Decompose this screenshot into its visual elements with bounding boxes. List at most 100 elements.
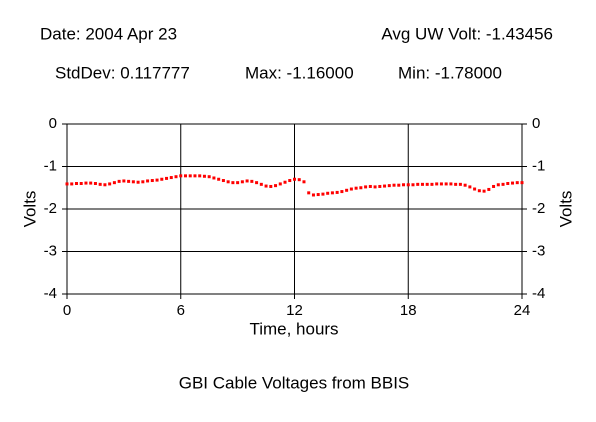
point: [174, 175, 178, 179]
point: [98, 182, 102, 186]
point: [359, 186, 363, 190]
point: [326, 191, 330, 195]
point: [321, 192, 325, 196]
point: [420, 182, 424, 186]
point: [240, 180, 244, 184]
point: [392, 183, 396, 187]
header-max: Max: -1.16000: [245, 63, 354, 82]
y2-tick-label: 0: [532, 115, 540, 132]
point: [458, 182, 462, 186]
point: [302, 180, 306, 184]
point: [378, 184, 382, 188]
point: [430, 182, 434, 186]
point: [311, 193, 315, 197]
point: [70, 182, 74, 186]
point: [316, 193, 320, 197]
point: [136, 180, 140, 184]
y-tick-label: -4: [44, 285, 57, 302]
point: [454, 182, 458, 186]
point: [169, 176, 173, 180]
point: [236, 181, 240, 185]
point: [506, 182, 510, 185]
point: [108, 182, 112, 186]
y-axis-label: Volts: [20, 191, 39, 228]
header-stddev: StdDev: 0.117777: [55, 63, 190, 82]
point: [477, 189, 481, 193]
point: [288, 179, 292, 183]
point: [93, 182, 97, 185]
point: [89, 181, 93, 185]
point: [435, 182, 439, 186]
point: [487, 187, 491, 191]
point: [297, 178, 301, 182]
y-tick-label: 0: [49, 115, 57, 132]
point: [406, 183, 410, 187]
point: [117, 179, 121, 183]
point: [349, 187, 353, 191]
point: [444, 182, 448, 186]
x-tick-label: 12: [286, 302, 303, 319]
y2-tick-label: -1: [532, 157, 545, 174]
point: [212, 176, 216, 180]
point: [330, 191, 334, 195]
point: [141, 180, 145, 184]
point: [515, 181, 519, 185]
point: [425, 182, 429, 186]
point: [127, 179, 131, 183]
point: [207, 175, 211, 179]
point: [65, 182, 69, 186]
point: [245, 179, 249, 183]
point: [150, 179, 154, 183]
point: [264, 184, 268, 188]
point: [146, 179, 150, 183]
y-tick-label: -3: [44, 242, 57, 259]
point: [473, 187, 477, 191]
point: [368, 184, 372, 188]
point: [165, 176, 169, 180]
point: [250, 179, 254, 183]
y2-tick-label: -4: [532, 285, 545, 302]
point: [439, 182, 443, 186]
x-axis-label: Time, hours: [249, 319, 338, 338]
point: [397, 183, 401, 187]
header-avg: Avg UW Volt: -1.43456: [381, 24, 553, 43]
y-tick-label: -1: [44, 157, 57, 174]
point: [274, 184, 278, 188]
point: [468, 185, 472, 189]
x-tick-label: 6: [177, 302, 185, 319]
point: [283, 180, 287, 184]
point: [193, 174, 197, 178]
point: [103, 183, 107, 187]
point: [340, 190, 344, 194]
chart-title: GBI Cable Voltages from BBIS: [179, 373, 410, 392]
point: [202, 174, 206, 178]
point: [345, 188, 349, 192]
point: [354, 186, 358, 190]
point: [511, 181, 515, 185]
point: [364, 185, 368, 189]
y-tick-label: -2: [44, 200, 57, 217]
point: [188, 174, 192, 178]
point: [179, 174, 183, 178]
point: [307, 191, 311, 195]
point: [221, 179, 225, 183]
point: [269, 184, 273, 188]
point: [255, 181, 259, 185]
x-tick-label: 0: [63, 302, 71, 319]
y2-axis-label: Volts: [556, 191, 575, 228]
point: [501, 182, 505, 186]
point: [482, 189, 486, 193]
point: [131, 180, 135, 184]
point: [411, 183, 415, 187]
point: [74, 182, 78, 185]
point: [449, 182, 453, 186]
point: [160, 177, 164, 181]
point: [112, 181, 116, 185]
point: [520, 181, 524, 185]
point: [84, 181, 88, 185]
point: [217, 177, 221, 181]
point: [259, 182, 263, 186]
x-tick-label: 24: [514, 302, 531, 319]
point: [383, 184, 387, 188]
